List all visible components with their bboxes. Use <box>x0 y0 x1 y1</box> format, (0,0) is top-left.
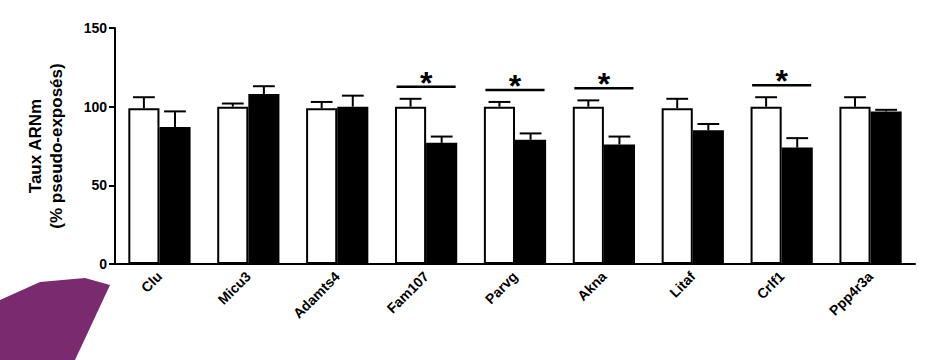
svg-text:Micu3: Micu3 <box>215 268 254 307</box>
svg-text:Crlf1: Crlf1 <box>753 268 787 302</box>
svg-text:Akna: Akna <box>574 268 610 304</box>
svg-text:150: 150 <box>84 20 108 36</box>
svg-text:*: * <box>775 63 788 99</box>
svg-text:100: 100 <box>84 99 108 115</box>
svg-text:Ppp4r3a: Ppp4r3a <box>826 268 876 318</box>
svg-text:Clu: Clu <box>138 268 165 295</box>
svg-text:Litaf: Litaf <box>666 268 698 300</box>
svg-text:Adamts4: Adamts4 <box>290 268 343 321</box>
svg-text:0: 0 <box>99 256 107 272</box>
svg-text:Parvg: Parvg <box>482 268 521 307</box>
svg-text:(% pseudo-exposés): (% pseudo-exposés) <box>47 63 66 228</box>
svg-text:*: * <box>509 68 522 104</box>
svg-text:*: * <box>420 65 433 101</box>
svg-text:Taux ARNm: Taux ARNm <box>26 99 45 193</box>
svg-text:50: 50 <box>91 177 107 193</box>
svg-text:Fam107: Fam107 <box>384 268 432 316</box>
svg-text:*: * <box>598 66 611 102</box>
